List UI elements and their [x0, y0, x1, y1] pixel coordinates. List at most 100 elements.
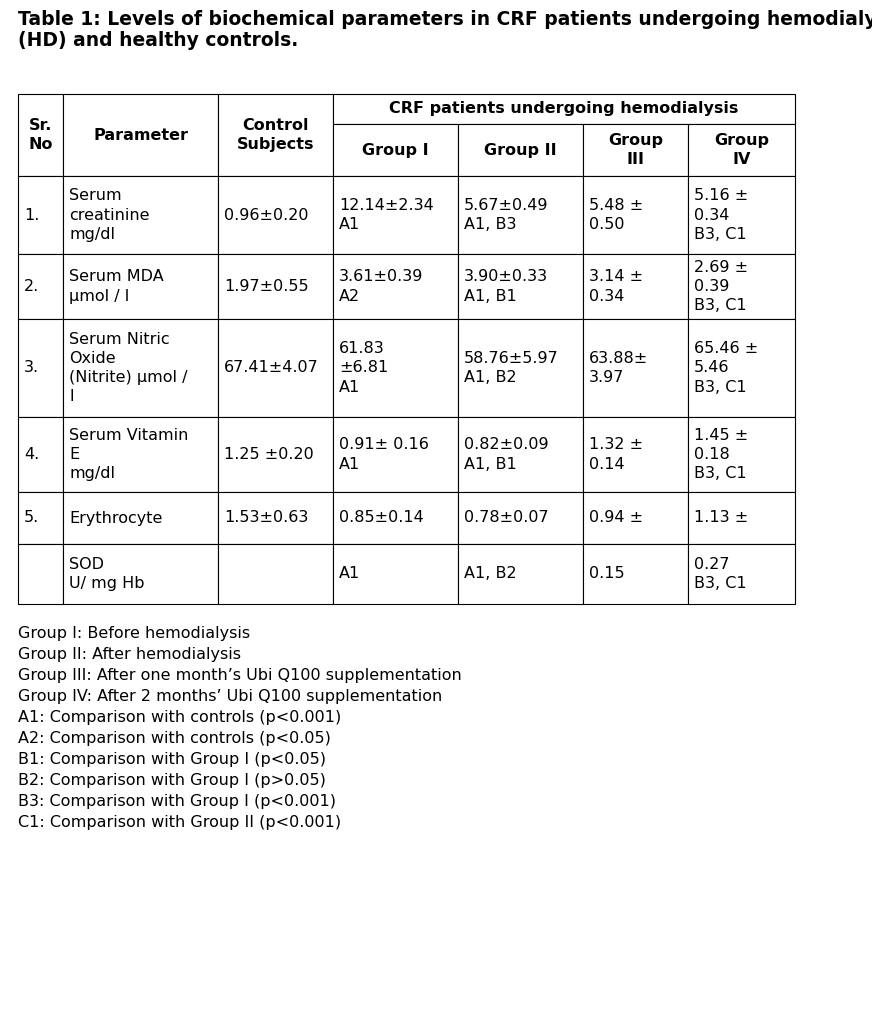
Text: B3: Comparison with Group I (p<0.001): B3: Comparison with Group I (p<0.001) — [18, 794, 336, 809]
Text: Group I: Before hemodialysis: Group I: Before hemodialysis — [18, 626, 250, 641]
Bar — [63, 254, 218, 319]
Text: 4.: 4. — [24, 447, 39, 462]
Bar — [688, 544, 795, 604]
Text: 1.: 1. — [24, 208, 39, 222]
Text: 0.94 ±: 0.94 ± — [589, 510, 644, 525]
Bar — [458, 417, 583, 492]
Text: 5.67±0.49
A1, B3: 5.67±0.49 A1, B3 — [464, 198, 548, 232]
Text: Group
IV: Group IV — [714, 133, 769, 167]
Bar — [583, 492, 688, 544]
Text: 5.16 ±
0.34
B3, C1: 5.16 ± 0.34 B3, C1 — [694, 189, 748, 241]
Text: A1: Comparison with controls (p<0.001): A1: Comparison with controls (p<0.001) — [18, 710, 341, 725]
Bar — [583, 124, 688, 176]
Text: 0.96±0.20: 0.96±0.20 — [224, 208, 309, 222]
Bar — [688, 254, 795, 319]
Text: 67.41±4.07: 67.41±4.07 — [224, 361, 319, 375]
Bar — [333, 492, 458, 544]
Text: 0.15: 0.15 — [589, 567, 624, 581]
Bar — [458, 176, 583, 254]
Text: Serum Vitamin
E
mg/dl: Serum Vitamin E mg/dl — [69, 428, 188, 482]
Bar — [688, 417, 795, 492]
Bar — [458, 124, 583, 176]
Text: 12.14±2.34
A1: 12.14±2.34 A1 — [339, 198, 433, 232]
Bar — [18, 417, 63, 492]
Bar — [583, 254, 688, 319]
Text: Table 1: Levels of biochemical parameters in CRF patients undergoing hemodialysi: Table 1: Levels of biochemical parameter… — [18, 10, 872, 29]
Text: Parameter: Parameter — [93, 128, 188, 143]
Text: C1: Comparison with Group II (p<0.001): C1: Comparison with Group II (p<0.001) — [18, 815, 341, 830]
Text: A2: Comparison with controls (p<0.05): A2: Comparison with controls (p<0.05) — [18, 731, 330, 746]
Bar — [333, 124, 458, 176]
Text: 65.46 ±
5.46
B3, C1: 65.46 ± 5.46 B3, C1 — [694, 342, 759, 394]
Bar — [688, 124, 795, 176]
Bar — [333, 176, 458, 254]
Text: Group II: After hemodialysis: Group II: After hemodialysis — [18, 647, 241, 662]
Text: 2.69 ±
0.39
B3, C1: 2.69 ± 0.39 B3, C1 — [694, 260, 748, 313]
Bar — [63, 492, 218, 544]
Text: 3.14 ±
0.34: 3.14 ± 0.34 — [589, 270, 644, 303]
Text: CRF patients undergoing hemodialysis: CRF patients undergoing hemodialysis — [389, 101, 739, 117]
Bar — [688, 176, 795, 254]
Bar — [63, 319, 218, 417]
Text: 0.85±0.14: 0.85±0.14 — [339, 510, 424, 525]
Bar — [63, 417, 218, 492]
Text: 1.25 ±0.20: 1.25 ±0.20 — [224, 447, 314, 462]
Bar — [333, 417, 458, 492]
Text: Erythrocyte: Erythrocyte — [69, 510, 162, 525]
Text: Group II: Group II — [484, 143, 557, 157]
Bar — [18, 94, 63, 176]
Text: 3.61±0.39
A2: 3.61±0.39 A2 — [339, 270, 424, 303]
Bar — [583, 417, 688, 492]
Bar — [688, 492, 795, 544]
Bar — [218, 254, 333, 319]
Text: 1.45 ±
0.18
B3, C1: 1.45 ± 0.18 B3, C1 — [694, 428, 748, 482]
Bar — [458, 319, 583, 417]
Bar — [63, 94, 218, 176]
Bar — [688, 319, 795, 417]
Text: Sr.
No: Sr. No — [28, 118, 52, 152]
Text: 3.90±0.33
A1, B1: 3.90±0.33 A1, B1 — [464, 270, 548, 303]
Bar — [333, 319, 458, 417]
Text: Serum Nitric
Oxide
(Nitrite) μmol /
l: Serum Nitric Oxide (Nitrite) μmol / l — [69, 332, 187, 405]
Text: Group III: After one month’s Ubi Q100 supplementation: Group III: After one month’s Ubi Q100 su… — [18, 668, 462, 683]
Text: Control
Subjects: Control Subjects — [237, 118, 314, 152]
Bar — [333, 544, 458, 604]
Bar — [218, 492, 333, 544]
Text: (HD) and healthy controls.: (HD) and healthy controls. — [18, 31, 298, 50]
Text: 61.83
±6.81
A1: 61.83 ±6.81 A1 — [339, 342, 388, 394]
Text: B1: Comparison with Group I (p<0.05): B1: Comparison with Group I (p<0.05) — [18, 752, 326, 767]
Bar — [458, 254, 583, 319]
Text: SOD
U/ mg Hb: SOD U/ mg Hb — [69, 557, 145, 591]
Bar — [583, 176, 688, 254]
Bar — [18, 544, 63, 604]
Bar — [218, 176, 333, 254]
Text: 63.88±
3.97: 63.88± 3.97 — [589, 351, 648, 385]
Text: 3.: 3. — [24, 361, 39, 375]
Text: Group I: Group I — [362, 143, 429, 157]
Text: B2: Comparison with Group I (p>0.05): B2: Comparison with Group I (p>0.05) — [18, 773, 326, 788]
Text: Serum MDA
μmol / l: Serum MDA μmol / l — [69, 270, 164, 303]
Text: 1.13 ±: 1.13 ± — [694, 510, 748, 525]
Bar — [333, 94, 795, 124]
Text: 2.: 2. — [24, 279, 39, 294]
Bar — [63, 176, 218, 254]
Bar — [333, 254, 458, 319]
Bar — [458, 492, 583, 544]
Text: 1.32 ±
0.14: 1.32 ± 0.14 — [589, 437, 644, 472]
Bar — [583, 544, 688, 604]
Text: A1: A1 — [339, 567, 360, 581]
Text: 5.48 ±
0.50: 5.48 ± 0.50 — [589, 198, 644, 232]
Text: Serum
creatinine
mg/dl: Serum creatinine mg/dl — [69, 189, 149, 241]
Bar — [583, 319, 688, 417]
Text: Group
III: Group III — [608, 133, 663, 167]
Text: 0.78±0.07: 0.78±0.07 — [464, 510, 548, 525]
Bar — [218, 94, 333, 176]
Bar — [458, 544, 583, 604]
Text: 0.82±0.09
A1, B1: 0.82±0.09 A1, B1 — [464, 437, 548, 472]
Text: A1, B2: A1, B2 — [464, 567, 516, 581]
Text: 1.53±0.63: 1.53±0.63 — [224, 510, 309, 525]
Bar — [218, 544, 333, 604]
Bar — [18, 319, 63, 417]
Bar — [18, 176, 63, 254]
Text: 1.97±0.55: 1.97±0.55 — [224, 279, 309, 294]
